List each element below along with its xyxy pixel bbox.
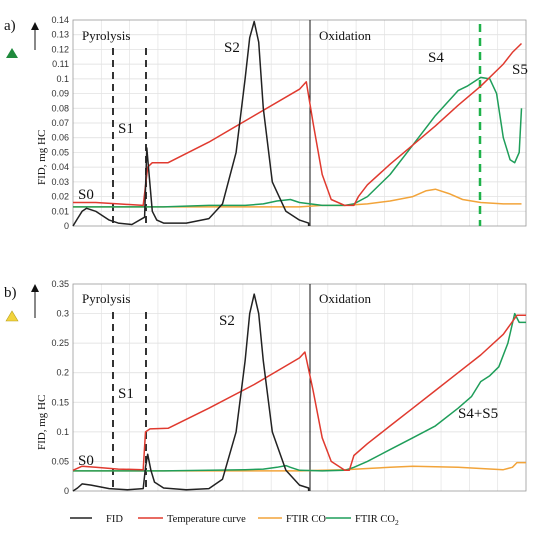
panel-a-series-ftir-co <box>73 188 522 208</box>
panel-b-series-fid <box>72 293 310 492</box>
panel-a-ytick-label: 0.05 <box>51 147 69 157</box>
legend: FID Temperature curve FTIR CO FTIR CO2 <box>70 514 399 527</box>
legend-label-temperature: Temperature curve <box>167 514 246 525</box>
panel-a-series-ftir-co <box>73 76 523 208</box>
panel-a-plot-frame <box>72 19 527 227</box>
panel-a-ytick-label: 0.06 <box>51 133 69 143</box>
panel-a-label-s0: S0 <box>78 187 94 203</box>
panel-a-series <box>72 20 523 227</box>
panel-a-ytick-label: 0.07 <box>51 118 69 128</box>
panel-b-y-arrow-head <box>31 284 39 292</box>
panel-b-plot-frame <box>72 283 527 492</box>
panel-a-ytick-label: 0.14 <box>51 15 69 25</box>
panel-a-region-pyrolysis: Pyrolysis <box>82 28 130 43</box>
legend-label-ftir-co: FTIR CO <box>286 514 326 525</box>
panel-a-ytick-label: 0.08 <box>51 103 69 113</box>
panel-b-ytick-label: 0.2 <box>56 368 69 378</box>
panel-a-y-arrow-head <box>31 22 39 30</box>
panel-b-series-ftir-co <box>73 312 526 472</box>
panel-b-triangle-marker <box>5 310 19 322</box>
panel-b-label-s1: S1 <box>118 386 134 402</box>
panel-b-ylabel: FID, mg HC <box>36 395 48 450</box>
panel-a-label-s5: S5 <box>512 62 528 78</box>
panel-b-ytick-label: 0.25 <box>51 338 69 348</box>
panel-a-ytick-label: 0.02 <box>51 192 69 202</box>
panel-a-letter: a) <box>4 18 16 34</box>
panel-b-label-s0: S0 <box>78 453 94 469</box>
legend-label-fid: FID <box>106 514 123 525</box>
panel-a-ytick-label: 0.04 <box>51 162 69 172</box>
panel-a: a) FID, mg HC 00.010.020.030.040.050.060… <box>4 15 528 231</box>
panel-b-region-pyrolysis: Pyrolysis <box>82 291 130 306</box>
panel-a-label-s1: S1 <box>118 121 134 137</box>
panel-a-triangle-marker <box>6 48 18 58</box>
panel-b-ytick-label: 0.15 <box>51 397 69 407</box>
panel-a-ytick-label: 0 <box>64 221 69 231</box>
panel-a-yticks: 0 0.01 0.02 0.03 0.04 0.05 0.06 0.07 0.08 0.09 0.1… <box>51 15 69 231</box>
panel-b-series-temperature-curve <box>72 314 526 472</box>
legend-item-fid: FID <box>70 514 123 525</box>
panel-b-series <box>72 293 526 492</box>
panel-a-ytick-label: 0.12 <box>51 44 69 54</box>
panel-b-grid <box>73 284 526 491</box>
legend-item-temperature: Temperature curve <box>138 514 246 525</box>
panel-b-ytick-label: 0.35 <box>51 279 69 289</box>
panel-b-ytick-label: 0.05 <box>51 456 69 466</box>
panel-b-ytick-label: 0.3 <box>56 309 69 319</box>
panel-a-ytick-label: 0.09 <box>51 89 69 99</box>
panel-a-ytick-label: 0.1 <box>56 74 69 84</box>
panel-b-label-s2: S2 <box>219 313 235 329</box>
panel-a-grid <box>73 20 526 226</box>
panel-b-yticks: 0 0.05 0.1 0.15 0.2 0.25 0.3 0.35 <box>51 279 69 496</box>
panel-a-ytick-label: 0.13 <box>51 30 69 40</box>
panel-a-region-oxidation: Oxidation <box>319 28 371 43</box>
panel-a-ytick-label: 0.03 <box>51 177 69 187</box>
panel-b-letter: b) <box>4 285 17 301</box>
panel-a-series-temperature-curve <box>73 42 523 207</box>
panel-b: b) FID, mg HC 0 0.05 0.1 0.15 0.2 0.25 0.3 0.35… <box>4 279 527 496</box>
legend-item-ftir-co: FTIR CO <box>258 514 326 525</box>
panel-a-ytick-label: 0.01 <box>51 206 69 216</box>
panel-b-ytick-label: 0 <box>64 486 69 496</box>
legend-label-ftir-co2: FTIR CO2 <box>355 514 399 527</box>
legend-item-ftir-co2: FTIR CO2 <box>326 514 399 527</box>
panel-a-label-s2: S2 <box>224 40 240 56</box>
panel-b-label-s4s5: S4+S5 <box>458 406 498 422</box>
panel-b-ytick-label: 0.1 <box>56 427 69 437</box>
panel-a-label-s4: S4 <box>428 50 444 66</box>
panel-b-region-oxidation: Oxidation <box>319 291 371 306</box>
panel-a-ylabel: FID, mg HC <box>36 130 48 185</box>
panel-a-ytick-label: 0.11 <box>52 59 69 69</box>
panel-a-series-fid <box>72 20 310 227</box>
